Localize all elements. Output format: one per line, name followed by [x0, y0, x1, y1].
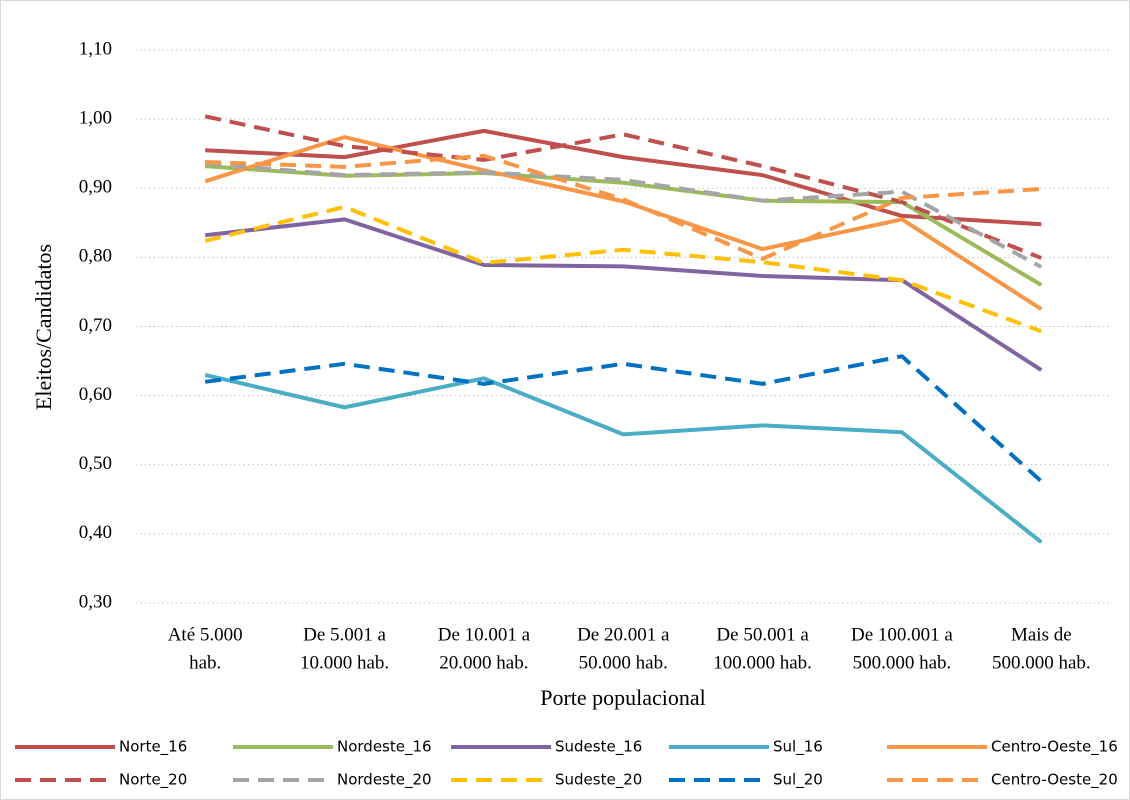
x-tick-label: De 5.001 a: [303, 624, 386, 645]
x-tick-label: 100.000 hab.: [713, 652, 812, 673]
series-line: [205, 161, 1043, 269]
series-line: [204, 372, 1043, 544]
x-axis-title: Porte populacional: [540, 685, 706, 710]
y-tick-label: 0,60: [79, 384, 112, 405]
series-line: [204, 354, 1043, 483]
x-tick-label: 50.000 hab.: [579, 652, 668, 673]
y-axis-title: Eleitos/Candidatos: [31, 244, 56, 410]
x-tick-label: Mais de: [1011, 624, 1072, 645]
y-tick-label: 0,30: [79, 591, 112, 612]
x-tick-label: De 10.001 a: [438, 624, 531, 645]
x-tick-label: hab.: [189, 652, 221, 673]
legend-label: Sudeste_20: [555, 771, 642, 790]
x-tick-label: De 20.001 a: [577, 624, 670, 645]
legend-label: Norte_16: [119, 738, 187, 757]
x-tick-label: De 50.001 a: [716, 624, 809, 645]
y-tick-label: 0,70: [79, 315, 112, 336]
series-line: [204, 204, 1043, 334]
legend-label: Centro-Oeste_20: [991, 771, 1118, 790]
legend-label: Nordeste_16: [337, 738, 432, 757]
y-tick-label: 1,10: [79, 38, 112, 59]
x-tick-label: De 100.001 a: [851, 624, 953, 645]
legend-label: Sudeste_16: [555, 738, 642, 757]
x-tick-label: Até 5.000: [168, 624, 243, 645]
x-tick-label: 500.000 hab.: [992, 652, 1091, 673]
x-tick-label: 20.000 hab.: [439, 652, 528, 673]
y-tick-label: 1,00: [79, 107, 112, 128]
legend-label: Sul_20: [773, 771, 823, 790]
legend-label: Norte_20: [119, 771, 187, 790]
y-tick-label: 0,40: [79, 522, 112, 543]
legend-label: Sul_16: [773, 738, 823, 757]
legend-label: Centro-Oeste_16: [991, 738, 1118, 757]
legend-label: Nordeste_20: [337, 771, 432, 790]
series-line: [205, 128, 1042, 227]
y-tick-label: 0,90: [79, 177, 112, 198]
x-tick-label: 10.000 hab.: [300, 652, 389, 673]
y-tick-label: 0,50: [79, 453, 112, 474]
series-line: [204, 114, 1043, 260]
y-tick-label: 0,80: [79, 246, 112, 267]
x-tick-label: 500.000 hab.: [853, 652, 952, 673]
series-line: [205, 153, 1042, 261]
